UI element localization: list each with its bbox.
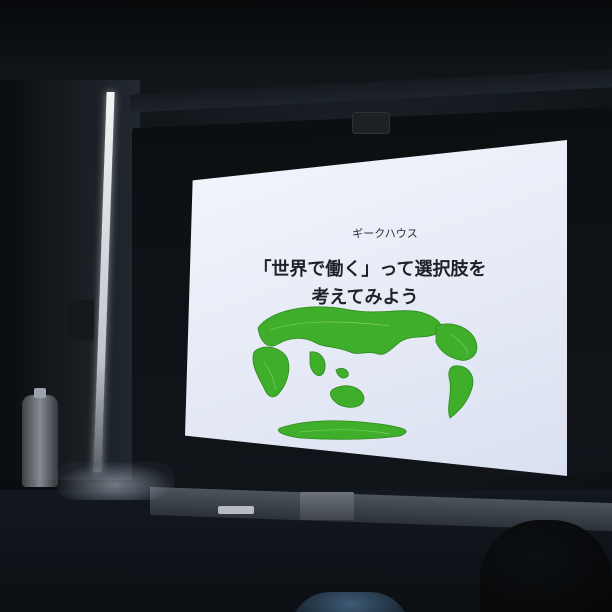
slide-subtitle: ギークハウス <box>352 227 418 240</box>
map-continent-south-america <box>448 365 474 419</box>
map-continent-north-america <box>435 323 478 361</box>
audience-head <box>290 592 410 612</box>
speaker-stand <box>68 300 94 340</box>
slide-title-line-1: 「世界で働く」って選択肢を <box>253 259 487 280</box>
speaker-box <box>300 492 354 520</box>
projected-slide: ギークハウス 「世界で働く」って選択肢を 考えてみよう <box>185 140 567 476</box>
small-device <box>218 506 254 514</box>
water-bottle <box>22 395 58 487</box>
table-objects <box>55 462 175 500</box>
camera-device <box>352 112 390 134</box>
map-continent-india <box>309 351 326 377</box>
ceiling <box>0 0 612 88</box>
audience-silhouette <box>480 520 612 612</box>
curtain <box>0 80 140 480</box>
map-continent-africa <box>252 346 290 398</box>
bottle-cap <box>34 388 46 398</box>
map-continent-australia <box>330 385 365 408</box>
slide-title-line-2: 考えてみよう <box>311 287 419 308</box>
map-continent-eurasia <box>257 306 442 355</box>
map-islands <box>335 368 349 379</box>
world-map-illustration <box>252 306 478 440</box>
